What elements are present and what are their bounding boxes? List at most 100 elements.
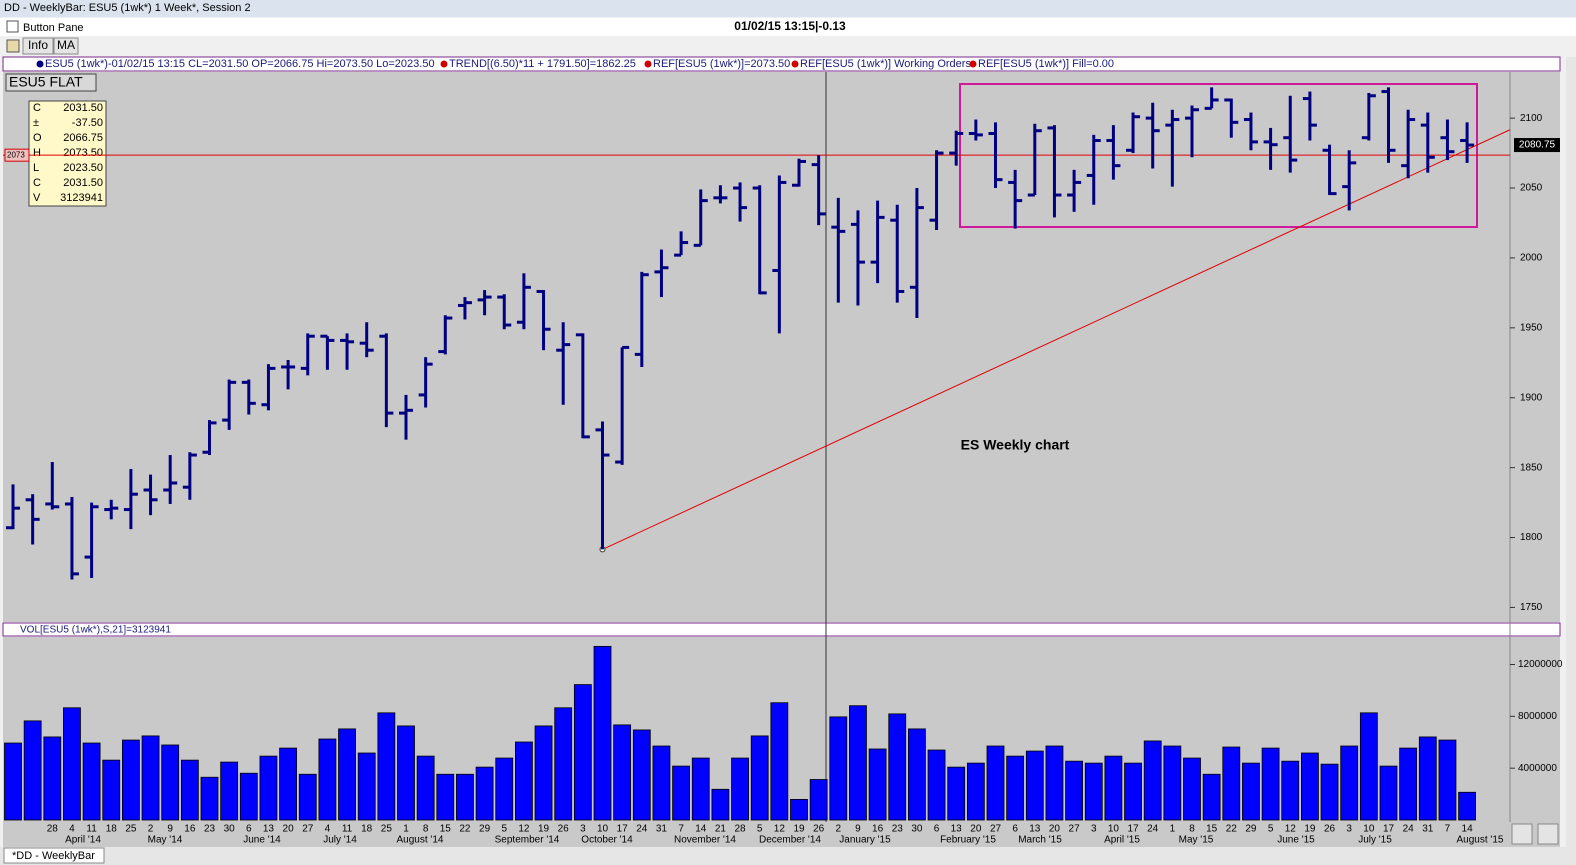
volume-bar <box>632 729 651 821</box>
volume-bar <box>259 755 278 821</box>
info-value: 2023.50 <box>63 162 103 174</box>
month-label: September '14 <box>495 835 560 846</box>
volume-bar <box>475 766 494 821</box>
x-tick-label: 26 <box>1324 824 1336 835</box>
volume-bar <box>672 765 690 821</box>
x-tick-label: 8 <box>423 824 429 835</box>
scrollbar[interactable] <box>1566 57 1576 847</box>
x-tick-label: 17 <box>1383 824 1395 835</box>
x-tick-label: 18 <box>106 824 118 835</box>
volume-bar <box>1301 752 1319 821</box>
x-tick-label: 3 <box>1091 824 1097 835</box>
status-row <box>0 18 1576 36</box>
pane-icon[interactable] <box>6 39 20 53</box>
volume-bar <box>1183 757 1201 821</box>
ma-button[interactable] <box>53 37 79 55</box>
volume-bar <box>318 738 337 821</box>
info-key: L <box>33 162 39 174</box>
volume-bar <box>652 745 671 821</box>
volume-bar <box>4 742 22 821</box>
x-tick-label: 24 <box>1147 824 1159 835</box>
volume-bar <box>515 741 533 821</box>
x-tick-label: 2 <box>148 824 154 835</box>
info-value: 2031.50 <box>63 102 103 114</box>
info-button[interactable] <box>22 37 54 55</box>
month-label: July '15 <box>1358 835 1392 846</box>
volume-bar <box>1418 736 1437 821</box>
ref-label: 2073 <box>7 150 25 159</box>
volume-bar <box>357 752 376 821</box>
x-tick-label: 14 <box>1462 824 1474 835</box>
x-tick-label: 13 <box>1029 824 1041 835</box>
volume-bar <box>986 745 1005 821</box>
tab[interactable] <box>3 847 105 864</box>
x-tick-label: 19 <box>538 824 550 835</box>
x-tick-label: 27 <box>1069 824 1081 835</box>
window-title: DD - WeeklyBar: ESU5 (1wk*) 1 Week*, Ses… <box>4 2 251 14</box>
refresh-button[interactable] <box>1511 823 1533 845</box>
x-tick-label: 13 <box>951 824 963 835</box>
x-tick-label: 9 <box>167 824 173 835</box>
x-tick-label: 7 <box>678 824 684 835</box>
y-tick-label: 1750 <box>1520 602 1543 613</box>
info-value: 2066.75 <box>63 132 103 144</box>
volume-bar <box>731 757 749 821</box>
x-tick-label: 7 <box>1445 824 1451 835</box>
volume-bar <box>750 735 769 821</box>
volume-bar <box>593 645 612 821</box>
volume-bar <box>82 742 101 821</box>
volume-bar <box>1045 745 1064 821</box>
y-tick-label: 1950 <box>1520 322 1543 333</box>
volume-bar <box>298 773 317 821</box>
x-tick-label: 1 <box>403 824 409 835</box>
x-tick-label: 20 <box>1049 824 1061 835</box>
volume-bar <box>1084 762 1103 821</box>
volume-bar <box>868 748 887 821</box>
legend-text: TREND[(6.50)*11 + 1791.50]=1862.25 <box>449 58 636 70</box>
x-tick-label: 6 <box>934 824 940 835</box>
volume-bar <box>180 759 199 821</box>
volume-bar <box>888 713 907 821</box>
legend-dot <box>440 60 448 68</box>
legend-text: REF[ESU5 (1wk*)]=2073.50 <box>653 58 790 70</box>
month-label: July '14 <box>323 835 357 846</box>
x-tick-label: 17 <box>617 824 629 835</box>
y-tick-label: 2000 <box>1520 253 1543 264</box>
x-tick-label: 23 <box>204 824 216 835</box>
info-value: 2073.50 <box>63 147 103 159</box>
x-tick-label: 23 <box>892 824 904 835</box>
volume-bar <box>1261 747 1280 821</box>
x-tick-label: 29 <box>1245 824 1257 835</box>
y-tick-label: 2050 <box>1520 183 1543 194</box>
last-price-box <box>1514 138 1560 153</box>
volume-bar <box>23 720 42 821</box>
add-button[interactable] <box>1537 823 1559 845</box>
month-label: August '14 <box>397 835 444 846</box>
x-tick-label: 4 <box>325 824 331 835</box>
legend-text: ESU5 (1wk*)-01/02/15 13:15 CL=2031.50 OP… <box>45 58 435 70</box>
volume-bar <box>436 773 455 821</box>
x-tick-label: 20 <box>283 824 295 835</box>
volume-bar <box>908 728 926 821</box>
title-bar <box>0 0 1576 17</box>
x-tick-label: 28 <box>734 824 746 835</box>
volume-bar <box>1438 739 1457 821</box>
month-label: April '15 <box>1104 835 1140 846</box>
close-box[interactable] <box>6 20 19 33</box>
month-label: May '14 <box>148 835 183 846</box>
date-axis <box>3 822 1560 847</box>
legend-dot <box>36 60 44 68</box>
volume-bar <box>141 735 160 821</box>
x-tick-label: 27 <box>990 824 1002 835</box>
volume-bar <box>613 724 632 821</box>
y-tick-label: 1850 <box>1520 462 1543 473</box>
info-value: -37.50 <box>72 117 103 129</box>
volume-bar <box>966 762 985 821</box>
volume-bar <box>495 757 514 821</box>
info-key: ± <box>33 117 39 129</box>
x-tick-label: 14 <box>695 824 707 835</box>
x-tick-label: 19 <box>793 824 805 835</box>
info-value: 2031.50 <box>63 177 103 189</box>
volume-bar <box>239 772 258 821</box>
symbol-label: ESU5 FLAT <box>9 74 83 90</box>
